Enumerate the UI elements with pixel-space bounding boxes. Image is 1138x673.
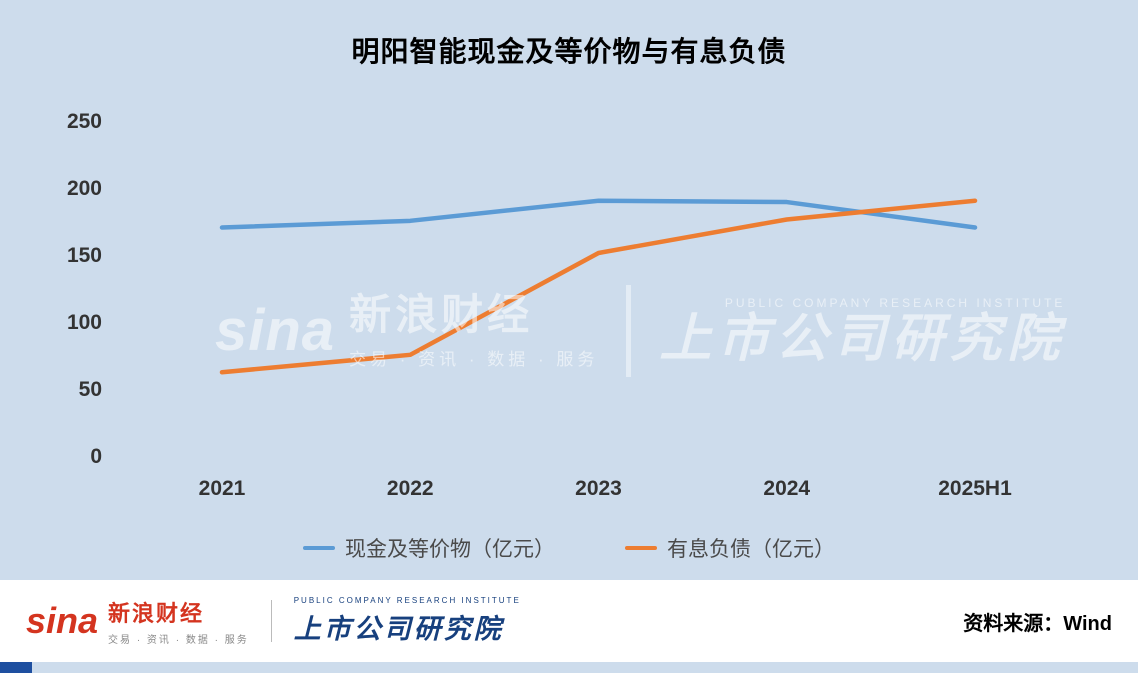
footer-sina-tagline: 交易 · 资讯 · 数据 · 服务	[108, 635, 249, 646]
footer-sina-name: 新浪财经	[108, 601, 205, 626]
footer-institute-caption: PUBLIC COMPANY RESEARCH INSTITUTE	[293, 596, 521, 605]
legend-item-debt: 有息负债（亿元）	[625, 533, 835, 563]
footer-divider	[270, 600, 272, 642]
legend-swatch-cash	[303, 546, 335, 550]
footer: sina 新浪财经 交易 · 资讯 · 数据 · 服务 PUBLIC COMPA…	[0, 580, 1138, 662]
sina-logo-icon: sina	[26, 600, 99, 641]
y-axis-label: 200	[66, 177, 102, 200]
x-axis-label: 2022	[386, 477, 434, 500]
line-chart	[219, 198, 978, 375]
chart-legend: 现金及等价物（亿元） 有息负债（亿元）	[0, 533, 1138, 563]
x-axis-label: 2025H1	[938, 477, 1012, 500]
footer-sina-logo: sina 新浪财经 交易 · 资讯 · 数据 · 服务	[26, 596, 249, 646]
x-axis-label: 2021	[198, 477, 246, 500]
footer-sina-text-block: 新浪财经 交易 · 资讯 · 数据 · 服务	[108, 596, 249, 646]
series-line-1	[219, 198, 978, 375]
bottom-strip	[0, 662, 1138, 673]
y-axis-label: 100	[66, 311, 102, 334]
legend-item-cash: 现金及等价物（亿元）	[303, 533, 555, 563]
legend-label-debt: 有息负债（亿元）	[667, 538, 835, 561]
footer-institute-name: 上市公司研究院	[293, 614, 504, 644]
x-axis-label: 2024	[763, 477, 811, 500]
series-line-0	[219, 198, 978, 230]
bottom-left-accent	[0, 662, 32, 673]
data-source-label: 资料来源：Wind	[963, 612, 1112, 635]
chart-title: 明阳智能现金及等价物与有息负债	[351, 36, 787, 67]
legend-label-cash: 现金及等价物（亿元）	[345, 538, 555, 561]
legend-swatch-debt	[625, 546, 657, 550]
y-axis-label: 150	[66, 244, 102, 267]
y-axis-label: 250	[66, 110, 102, 133]
chart-region: 明阳智能现金及等价物与有息负债 0 50 100 150 200 250 2021 2022…	[0, 36, 1138, 563]
footer-institute-logo: PUBLIC COMPANY RESEARCH INSTITUTE 上市公司研究…	[294, 596, 521, 646]
x-axis-label: 2023	[575, 477, 622, 500]
y-axis-label: 50	[78, 378, 102, 401]
y-axis-label: 0	[90, 445, 102, 468]
